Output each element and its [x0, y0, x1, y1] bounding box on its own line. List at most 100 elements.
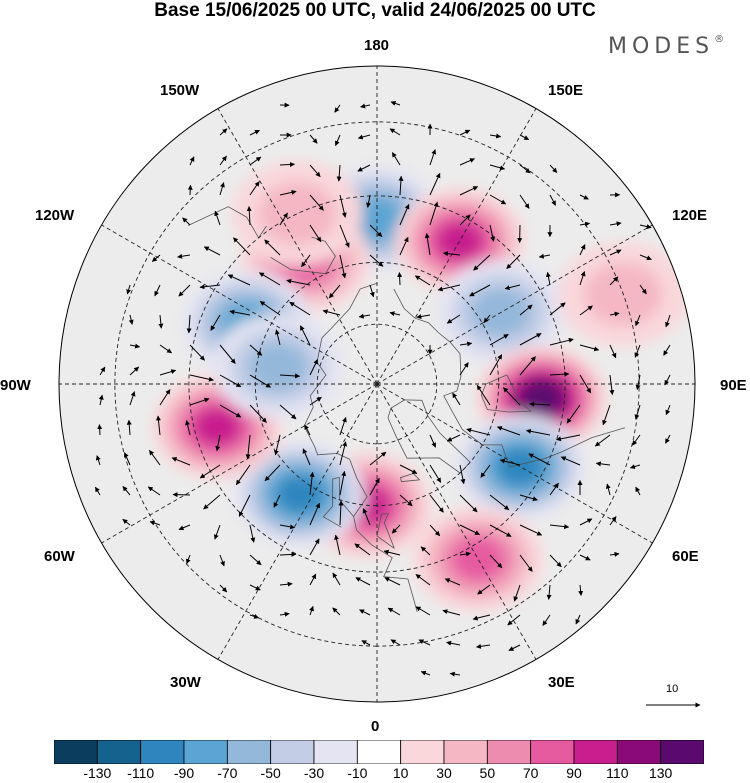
wind-vector [147, 486, 161, 496]
wind-vector [189, 156, 195, 166]
wind-vector [556, 434, 581, 442]
anomaly-low-central-siberia [212, 313, 343, 420]
wind-vector [632, 434, 641, 446]
wind-vector [302, 448, 311, 466]
wind-vector [235, 464, 251, 486]
wind-vector [309, 134, 318, 144]
wind-vector [334, 104, 341, 113]
wind-vector [249, 156, 262, 166]
wind-vector [172, 492, 191, 498]
wind-vector [274, 329, 281, 346]
colorbar-tick: -70 [217, 765, 238, 781]
wind-vector [227, 274, 251, 286]
wind-vector [219, 155, 227, 166]
wind-vector [384, 577, 401, 586]
wind-vector [519, 524, 543, 536]
wind-vector [519, 304, 533, 316]
wind-vector [338, 500, 344, 526]
wind-vector [249, 181, 260, 196]
wind-vector [203, 494, 221, 510]
wind-vector [210, 314, 221, 331]
wind-vector [246, 206, 252, 226]
label-0: 0 [371, 718, 380, 735]
wind-vector [549, 524, 570, 530]
wind-vector [549, 371, 570, 377]
wind-vector [476, 384, 491, 406]
wind-vector [665, 314, 671, 328]
wind-vector [94, 486, 101, 496]
wind-vector [259, 300, 281, 316]
meridian [101, 383, 378, 544]
colorbar [54, 740, 704, 764]
wind-vector [279, 162, 295, 168]
wind-vector [476, 643, 491, 649]
wind-vector [148, 449, 161, 466]
wind-vector [339, 417, 347, 436]
wind-vector [594, 434, 611, 447]
wind-vector [429, 149, 437, 166]
wind-vector [258, 272, 281, 286]
wind-vector [634, 404, 641, 420]
wind-vector [369, 254, 384, 267]
wind-vector [489, 333, 509, 346]
wind-vector [387, 607, 401, 616]
wind-vector [444, 578, 461, 586]
wind-vector [489, 164, 506, 171]
wind-vector [249, 584, 261, 591]
wind-vector [249, 344, 263, 356]
colorbar-tick: 110 [606, 765, 629, 781]
wind-vector [249, 614, 260, 619]
wind-vector [99, 366, 106, 376]
wind-vector [279, 551, 297, 557]
wind-vector [219, 182, 225, 196]
wind-vector [605, 483, 611, 496]
wind-vector [279, 189, 297, 196]
wind-vector [151, 254, 161, 262]
wind-vector [519, 164, 531, 174]
wind-vector [525, 428, 551, 436]
wind-vector [362, 508, 371, 526]
label-150e: 150E [548, 82, 584, 99]
colorbar-ticks: -130 -110 -90 -70 -50 -30 -10 10 30 50 70 90 110 130 [0, 765, 750, 783]
wind-vector [299, 325, 311, 346]
wind-vector [264, 464, 281, 482]
wind-vector [366, 194, 371, 208]
anomaly-low-labrador [455, 413, 586, 520]
wind-vector [473, 254, 491, 271]
wind-vector [155, 415, 161, 436]
wind-vector [187, 184, 193, 196]
wind-vector [459, 214, 471, 226]
wind-vector [663, 344, 671, 356]
wind-vector [609, 276, 619, 286]
wind-vector [595, 461, 611, 467]
wind-vector [639, 284, 647, 295]
coastline-7 [270, 236, 336, 275]
colorbar-tick: 70 [522, 765, 539, 781]
wind-vector [489, 133, 502, 139]
wind-vector [189, 397, 210, 406]
wind-vector [549, 482, 559, 496]
wind-vector [503, 387, 521, 406]
colorbar-tick: -10 [347, 765, 368, 781]
wind-vector [538, 253, 551, 259]
wind-vector [219, 344, 236, 364]
meridian [376, 383, 537, 660]
wind-vector [339, 441, 348, 466]
wind-vector [489, 554, 503, 569]
wind-vector [545, 271, 551, 286]
wind-vector [546, 584, 552, 600]
wind-vector [507, 614, 521, 626]
wind-vector [635, 374, 641, 390]
wind-vector [213, 524, 221, 540]
wind-vector [459, 129, 471, 136]
wind-vector [429, 201, 439, 226]
wind-vector [508, 644, 521, 651]
coastline-4 [376, 513, 395, 549]
wind-vector [304, 424, 311, 436]
meridian [101, 224, 378, 385]
wind-vector [322, 309, 341, 316]
wind-vector [609, 516, 617, 526]
wind-vector [339, 470, 347, 496]
label-90w: 90W [0, 377, 31, 394]
wind-vector [309, 502, 320, 526]
